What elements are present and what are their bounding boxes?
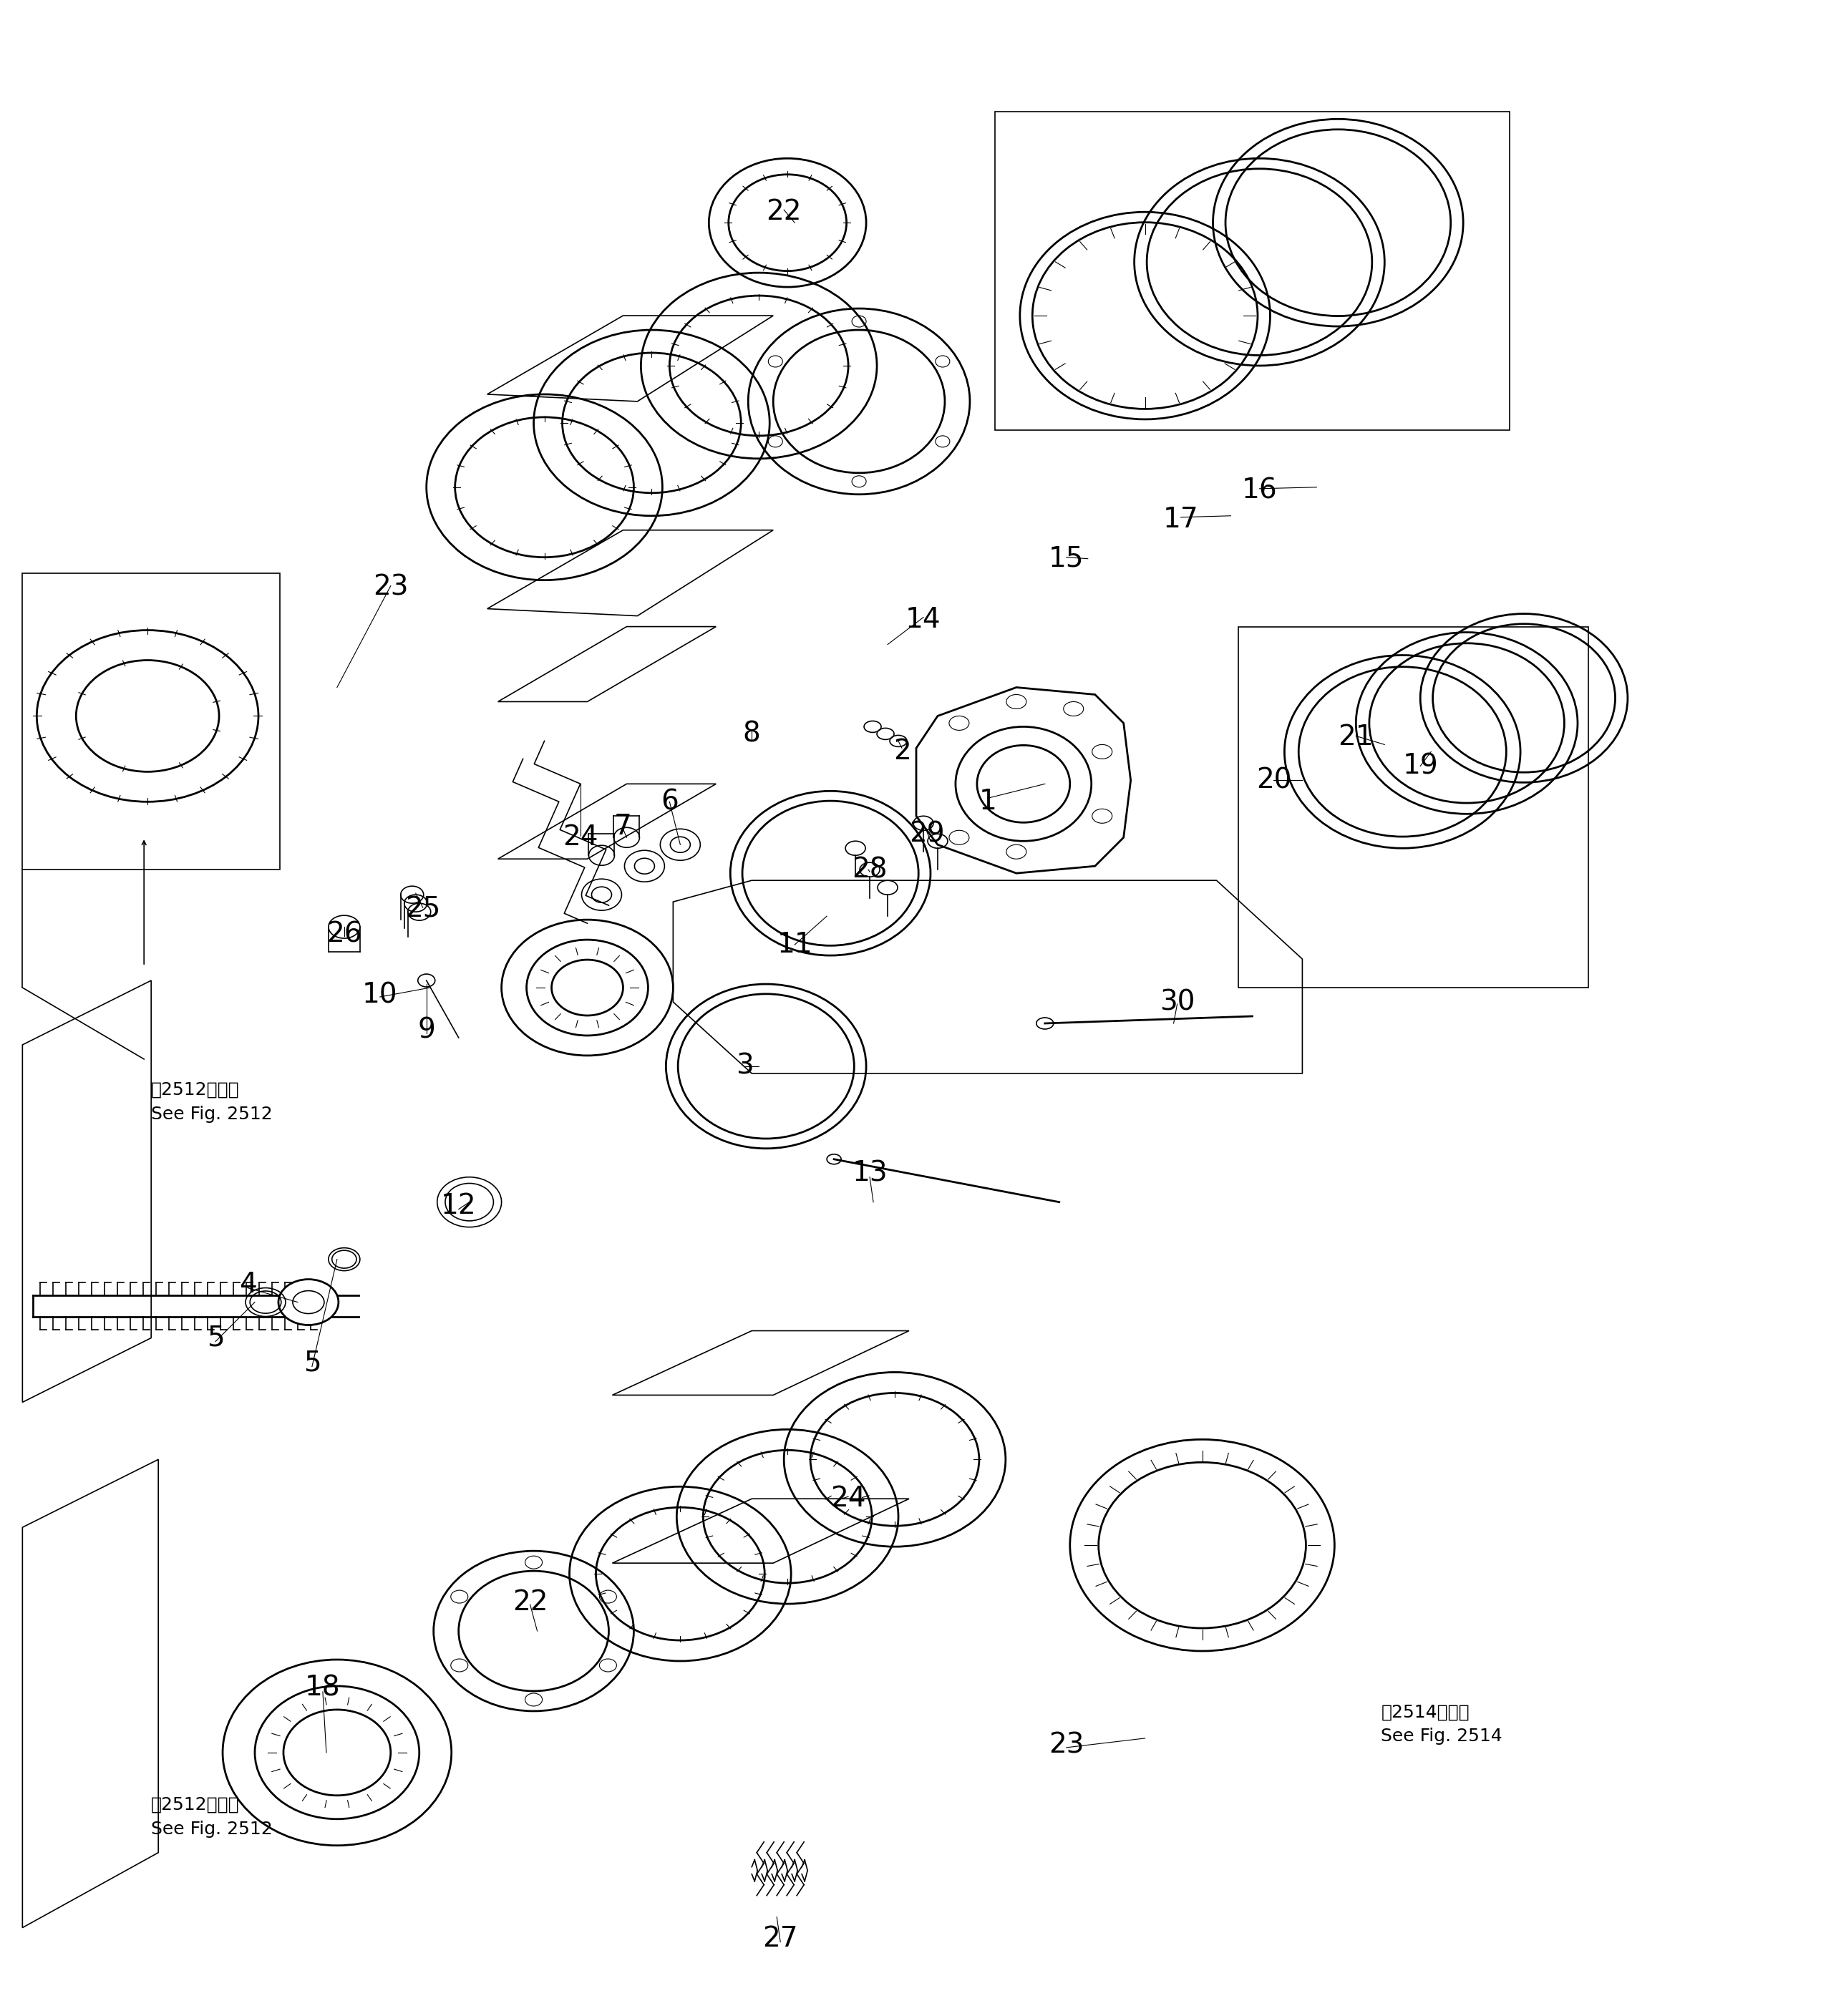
Text: 12: 12 — [440, 1191, 477, 1220]
Text: 4: 4 — [239, 1270, 256, 1298]
Text: 14: 14 — [906, 607, 940, 633]
Text: 23: 23 — [373, 575, 409, 601]
Ellipse shape — [1092, 744, 1112, 758]
Text: 10: 10 — [362, 982, 398, 1008]
Ellipse shape — [950, 716, 970, 730]
Ellipse shape — [1006, 696, 1026, 710]
Text: 17: 17 — [1163, 506, 1198, 532]
Text: 27: 27 — [763, 1925, 798, 1951]
Text: 21: 21 — [1338, 724, 1373, 752]
Ellipse shape — [769, 355, 783, 367]
Ellipse shape — [451, 1591, 467, 1603]
Ellipse shape — [1006, 845, 1026, 859]
Text: 第2514図参照
See Fig. 2514: 第2514図参照 See Fig. 2514 — [1380, 1704, 1503, 1744]
Text: 28: 28 — [853, 857, 887, 883]
Text: 8: 8 — [743, 720, 761, 748]
Text: 20: 20 — [1256, 766, 1291, 794]
Ellipse shape — [935, 435, 950, 448]
Text: 29: 29 — [909, 821, 944, 847]
Text: 1: 1 — [979, 788, 997, 814]
Text: 13: 13 — [853, 1159, 887, 1187]
Text: 6: 6 — [661, 788, 679, 814]
Text: 22: 22 — [767, 198, 802, 226]
Ellipse shape — [451, 1659, 467, 1671]
Text: 30: 30 — [1160, 988, 1194, 1016]
Text: 24: 24 — [831, 1486, 866, 1512]
Ellipse shape — [935, 355, 950, 367]
Text: 9: 9 — [418, 1016, 435, 1044]
Text: 15: 15 — [1048, 544, 1085, 573]
Ellipse shape — [526, 1556, 542, 1568]
Text: 第2512図参照
See Fig. 2512: 第2512図参照 See Fig. 2512 — [152, 1796, 272, 1837]
Ellipse shape — [950, 831, 970, 845]
Ellipse shape — [599, 1659, 617, 1671]
Ellipse shape — [278, 1280, 338, 1325]
Ellipse shape — [769, 435, 783, 448]
Text: 5: 5 — [303, 1349, 321, 1377]
Ellipse shape — [1063, 702, 1083, 716]
Ellipse shape — [599, 1591, 617, 1603]
Text: 26: 26 — [327, 921, 362, 948]
Text: 23: 23 — [1048, 1732, 1085, 1760]
Text: 11: 11 — [776, 931, 813, 958]
Ellipse shape — [853, 476, 866, 488]
Text: 25: 25 — [405, 895, 440, 923]
Ellipse shape — [526, 1693, 542, 1706]
Text: 7: 7 — [614, 812, 632, 841]
Text: 2: 2 — [893, 738, 911, 766]
Text: 3: 3 — [736, 1052, 754, 1081]
Ellipse shape — [853, 317, 866, 327]
Ellipse shape — [1092, 808, 1112, 823]
Text: 第2512図参照
See Fig. 2512: 第2512図参照 See Fig. 2512 — [152, 1081, 272, 1123]
Text: 22: 22 — [513, 1589, 548, 1617]
Text: 19: 19 — [1402, 752, 1439, 780]
Text: 24: 24 — [562, 825, 597, 851]
Text: 18: 18 — [305, 1675, 340, 1702]
Text: 16: 16 — [1242, 478, 1276, 504]
Text: 5: 5 — [206, 1325, 225, 1351]
